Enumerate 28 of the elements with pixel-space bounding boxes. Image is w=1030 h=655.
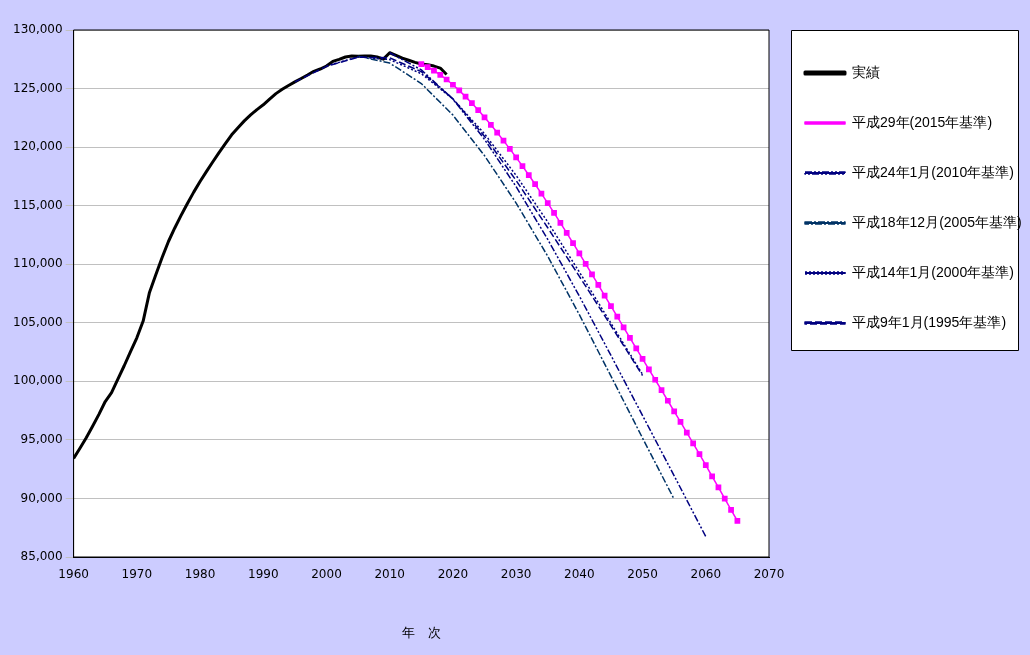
- y-tick-label: 130,000: [13, 22, 63, 37]
- legend-label: 実績: [852, 63, 880, 80]
- x-tick-label: 2020: [437, 567, 469, 582]
- legend-label: 平成24年1月(2010年基準): [852, 163, 1014, 180]
- x-axis-title: 年 次: [401, 624, 441, 640]
- y-tick-label: 100,000: [13, 373, 63, 388]
- x-tick-label: 2000: [311, 567, 342, 582]
- y-tick-label: 115,000: [13, 197, 63, 212]
- y-tick-label: 120,000: [13, 139, 63, 154]
- y-tick-label: 125,000: [13, 80, 63, 95]
- y-tick-label: 90,000: [20, 490, 63, 505]
- x-tick-label: 2060: [690, 567, 722, 582]
- x-tick-label: 1990: [248, 567, 279, 582]
- x-tick-label: 1970: [121, 567, 153, 582]
- x-tick-label: 2030: [500, 567, 532, 582]
- x-tick-label: 2040: [564, 567, 595, 582]
- x-tick-label: 2050: [627, 567, 658, 582]
- y-tick-label: 85,000: [20, 549, 63, 564]
- legend-label: 平成29年(2015年基準): [852, 113, 993, 130]
- y-tick-label: 110,000: [13, 256, 63, 271]
- x-tick-label: 1960: [58, 567, 89, 582]
- x-tick-label: 2010: [374, 567, 405, 582]
- legend-label: 平成14年1月(2000年基準): [852, 263, 1014, 280]
- x-tick-label: 2070: [753, 567, 785, 582]
- x-tick-label: 1980: [184, 567, 216, 582]
- y-tick-label: 105,000: [13, 314, 63, 329]
- legend-label: 平成9年1月(1995年基準): [852, 313, 1007, 330]
- y-tick-label: 95,000: [20, 432, 63, 447]
